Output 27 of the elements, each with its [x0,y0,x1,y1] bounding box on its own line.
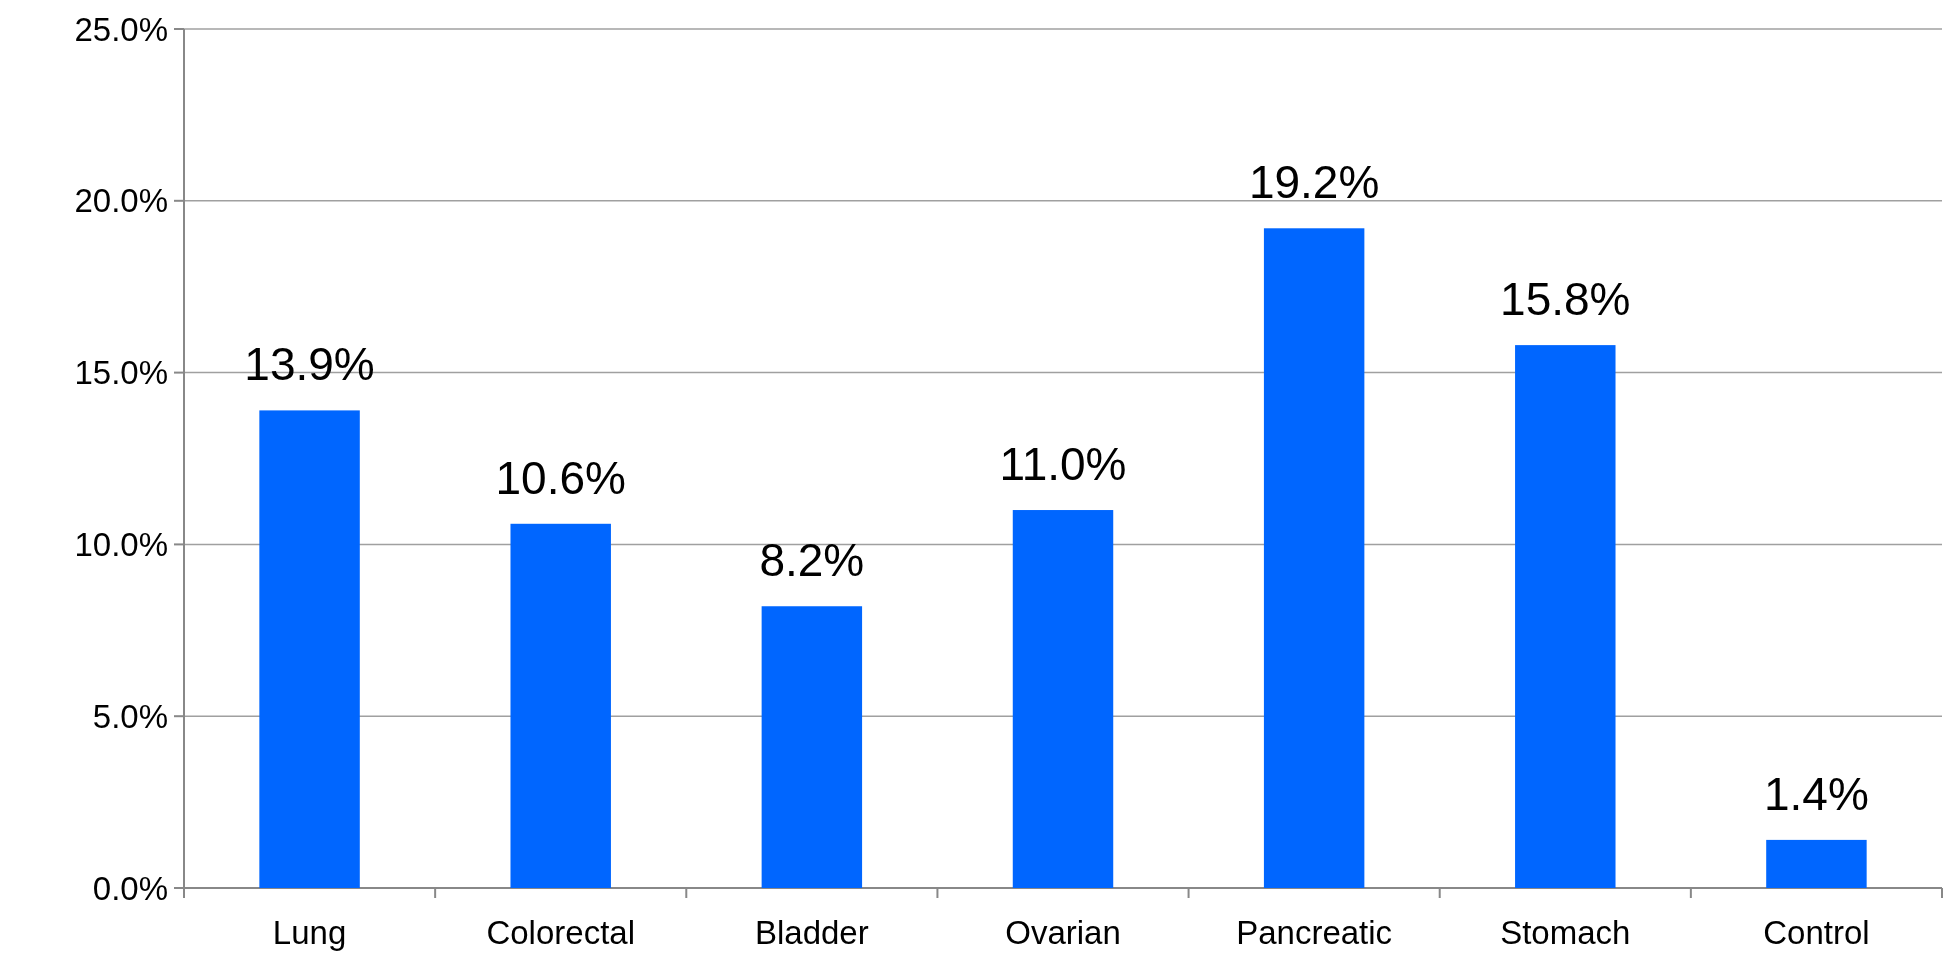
data-label: 10.6% [495,451,626,504]
bar [1766,839,1867,888]
data-label: 11.0% [999,438,1127,491]
x-tick-label: Lung [272,914,347,951]
data-label: 1.4% [1764,767,1869,820]
data-label: 8.2% [759,534,865,587]
x-tick-label: Bladder [754,914,869,951]
bar [1012,510,1114,888]
bar [510,523,611,888]
y-tick-label: 20.0% [74,182,168,220]
y-tick-label: 15.0% [74,354,168,392]
bar [1515,345,1616,888]
x-tick-label: Pancreatic [1236,914,1393,951]
y-tick-label: 5.0% [92,697,168,735]
y-tick-label: 10.0% [74,525,168,563]
x-tick-label: Control [1763,914,1870,951]
data-label: 13.9% [244,338,375,391]
x-tick-label: Colorectal [486,914,635,951]
bar [761,606,863,888]
bar [259,410,360,888]
bar [1263,228,1365,888]
y-tick-label: 0.0% [92,869,168,907]
y-tick-label: 25.0% [74,10,168,48]
x-tick-label: Ovarian [1005,914,1121,951]
x-tick-label: Stomach [1500,914,1631,951]
data-label: 19.2% [1248,156,1380,209]
data-label: 15.8% [1500,273,1631,326]
